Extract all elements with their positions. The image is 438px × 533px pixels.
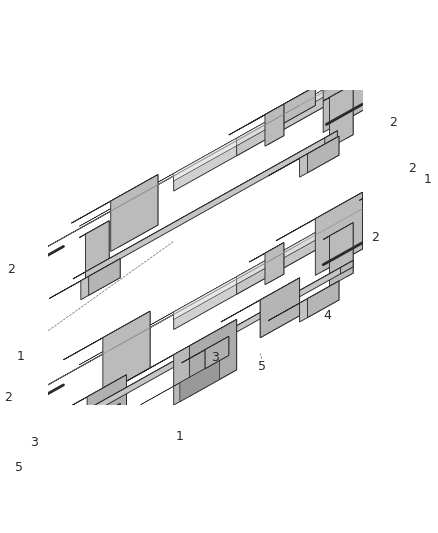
- Polygon shape: [57, 261, 353, 426]
- Text: 2: 2: [389, 116, 397, 129]
- Text: 2: 2: [4, 391, 12, 405]
- Polygon shape: [181, 336, 229, 363]
- Text: 5: 5: [14, 461, 23, 474]
- Polygon shape: [119, 175, 158, 247]
- Polygon shape: [174, 85, 331, 181]
- Polygon shape: [48, 208, 363, 385]
- Text: 2: 2: [7, 263, 15, 276]
- Polygon shape: [79, 221, 109, 238]
- Polygon shape: [276, 192, 363, 241]
- Polygon shape: [307, 281, 339, 318]
- Polygon shape: [70, 261, 353, 425]
- Polygon shape: [378, 181, 394, 221]
- Polygon shape: [284, 55, 371, 104]
- Polygon shape: [265, 243, 284, 285]
- Polygon shape: [64, 311, 150, 360]
- Polygon shape: [189, 319, 237, 396]
- Polygon shape: [307, 136, 339, 173]
- Polygon shape: [331, 55, 371, 128]
- Polygon shape: [174, 319, 237, 405]
- Polygon shape: [73, 131, 337, 279]
- Polygon shape: [48, 433, 79, 488]
- Polygon shape: [360, 43, 394, 62]
- Polygon shape: [268, 243, 284, 283]
- Polygon shape: [174, 70, 363, 191]
- Text: 2: 2: [371, 231, 379, 245]
- Polygon shape: [300, 136, 339, 177]
- Text: 1: 1: [176, 430, 184, 442]
- Polygon shape: [85, 221, 109, 285]
- Text: 3: 3: [30, 437, 38, 449]
- Polygon shape: [323, 84, 353, 101]
- Polygon shape: [174, 224, 331, 319]
- Polygon shape: [127, 319, 237, 381]
- Polygon shape: [88, 259, 120, 295]
- Polygon shape: [276, 86, 315, 127]
- Polygon shape: [268, 104, 284, 144]
- Polygon shape: [268, 136, 339, 176]
- Text: 3: 3: [211, 351, 219, 364]
- Polygon shape: [88, 403, 120, 440]
- Polygon shape: [8, 433, 79, 472]
- Text: 1: 1: [424, 173, 432, 186]
- Text: 1: 1: [17, 350, 25, 364]
- Polygon shape: [229, 86, 315, 135]
- Polygon shape: [85, 131, 337, 278]
- Polygon shape: [141, 361, 219, 405]
- Polygon shape: [237, 208, 363, 294]
- Polygon shape: [375, 43, 394, 85]
- Polygon shape: [81, 403, 120, 445]
- Polygon shape: [260, 278, 300, 338]
- Text: 2: 2: [408, 162, 416, 175]
- Polygon shape: [265, 104, 284, 146]
- Polygon shape: [71, 175, 158, 223]
- Polygon shape: [347, 84, 353, 138]
- Text: 4: 4: [323, 309, 331, 322]
- Polygon shape: [323, 55, 371, 133]
- Polygon shape: [81, 259, 120, 300]
- Polygon shape: [174, 208, 363, 329]
- Polygon shape: [260, 278, 300, 338]
- Polygon shape: [325, 131, 337, 144]
- Polygon shape: [180, 361, 219, 401]
- Polygon shape: [340, 261, 353, 274]
- Polygon shape: [79, 85, 331, 227]
- Polygon shape: [300, 281, 339, 322]
- Polygon shape: [221, 278, 300, 322]
- Polygon shape: [103, 375, 127, 419]
- Polygon shape: [249, 104, 284, 124]
- Polygon shape: [103, 221, 109, 275]
- Polygon shape: [103, 311, 150, 394]
- Polygon shape: [329, 84, 353, 148]
- Polygon shape: [329, 223, 353, 286]
- Polygon shape: [249, 243, 284, 262]
- Polygon shape: [79, 224, 331, 365]
- Polygon shape: [323, 223, 353, 239]
- Polygon shape: [375, 181, 394, 223]
- Polygon shape: [111, 175, 158, 252]
- Polygon shape: [49, 403, 120, 443]
- Polygon shape: [323, 192, 363, 271]
- Polygon shape: [315, 192, 363, 276]
- Polygon shape: [378, 43, 394, 83]
- Polygon shape: [111, 311, 150, 390]
- Polygon shape: [237, 85, 331, 146]
- Polygon shape: [268, 281, 339, 321]
- Polygon shape: [49, 259, 120, 298]
- Polygon shape: [268, 86, 315, 132]
- Polygon shape: [237, 70, 363, 156]
- Polygon shape: [87, 375, 127, 429]
- Polygon shape: [237, 224, 331, 284]
- Polygon shape: [360, 181, 394, 200]
- Polygon shape: [205, 336, 229, 369]
- Polygon shape: [347, 223, 353, 277]
- Text: 5: 5: [258, 360, 266, 374]
- Polygon shape: [48, 70, 363, 246]
- Polygon shape: [205, 336, 229, 369]
- Polygon shape: [180, 361, 219, 401]
- Polygon shape: [64, 375, 127, 410]
- Polygon shape: [40, 433, 79, 492]
